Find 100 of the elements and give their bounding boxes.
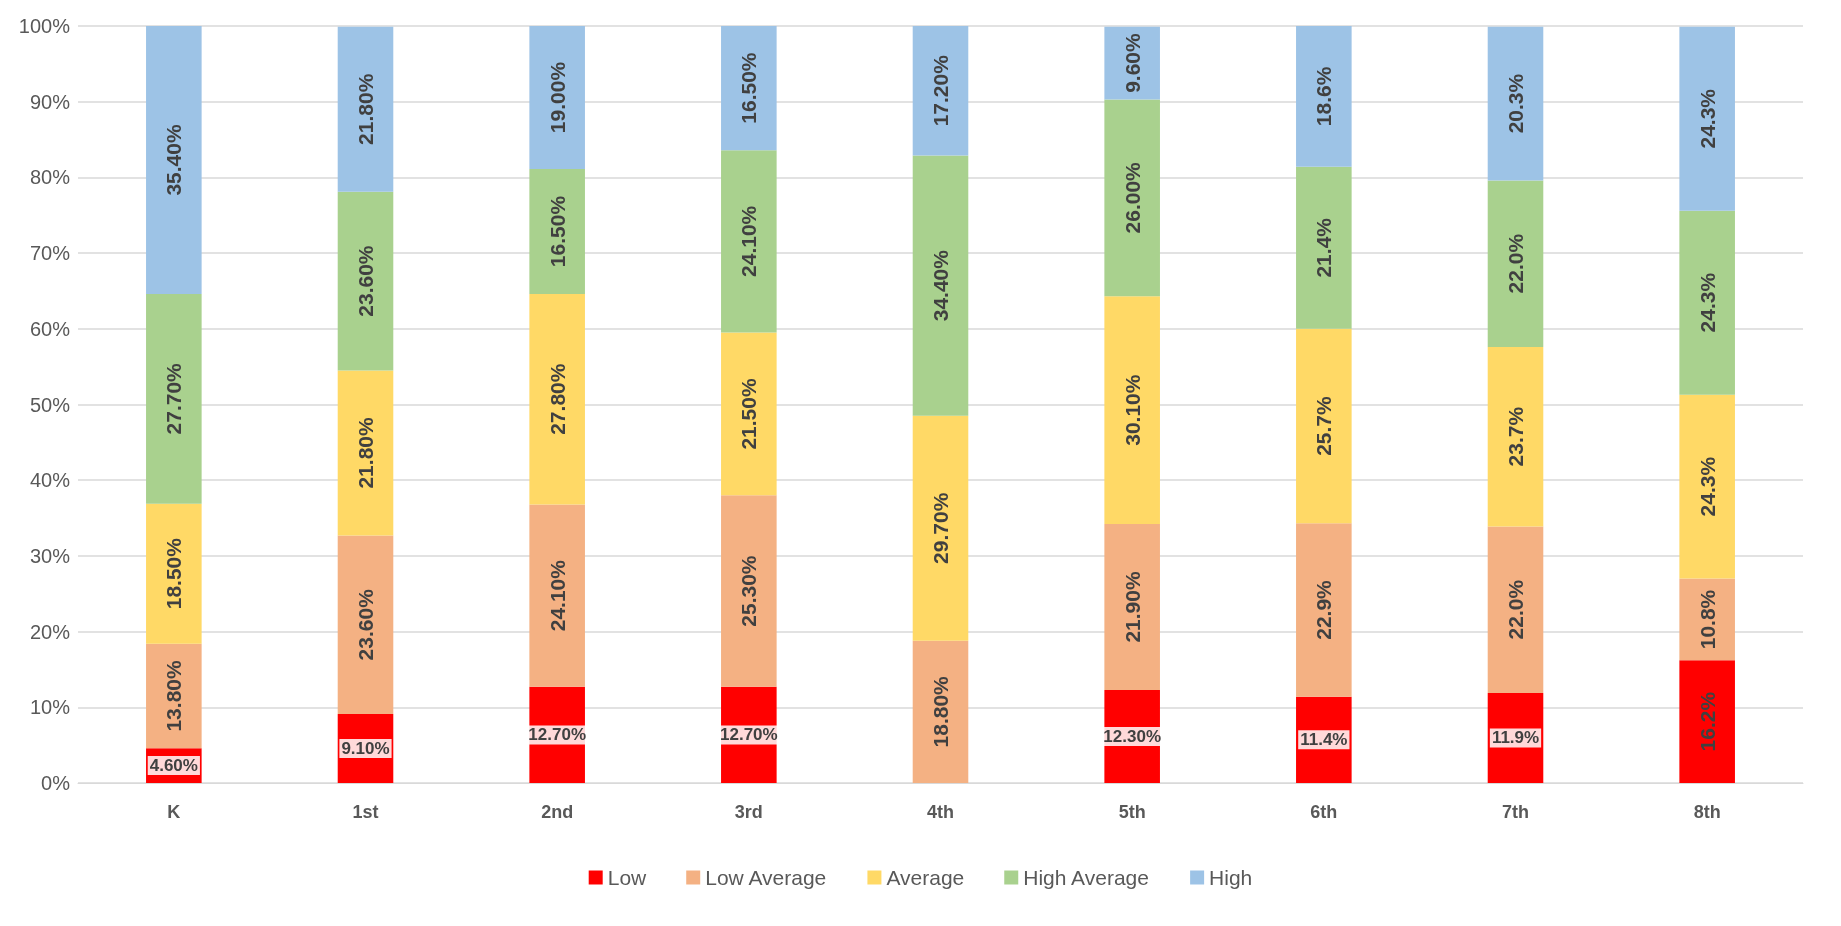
bar [529,26,585,170]
legend-label: Low [607,866,648,889]
bar [721,332,777,496]
data-label: 12.70% [720,725,778,745]
data-label: 16.50% [737,52,761,124]
data-label: 18.50% [162,537,186,610]
bar [337,191,394,371]
data-label: 27.80% [545,363,569,435]
x-tick-label: 7th [1502,802,1529,822]
data-label: 19.00% [545,61,569,134]
y-tick-label: 60% [29,317,71,340]
y-tick-label: 100% [18,15,71,37]
bar [1487,346,1544,527]
y-tick-label: 0% [41,772,71,794]
y-tick-label: 80% [29,166,71,189]
data-label: 10.8% [1695,589,1719,650]
data-label: 4.60% [149,756,198,776]
bar [529,169,585,294]
y-tick-label: 20% [29,620,71,643]
data-label: 9.10% [341,739,390,759]
data-label: 20.3% [1504,73,1527,134]
bar [146,643,202,749]
data-label: 9.60% [1120,32,1144,93]
y-tick-label: 40% [29,469,71,492]
x-tick-label: 4th [927,802,954,822]
data-label: 16.50% [545,195,569,268]
data-label: 21.4% [1312,217,1336,278]
legend-label: Average [886,866,965,889]
data-label: 24.3% [1695,272,1719,333]
data-label: 22.9% [1312,579,1336,640]
data-label: 12.30% [1103,726,1161,746]
bar [146,503,202,644]
bar [1679,210,1735,395]
data-label: 23.60% [354,245,377,317]
bar [146,26,202,294]
data-label: 23.7% [1504,406,1527,467]
bar [1679,26,1735,211]
data-label: 21.90% [1120,571,1144,643]
data-label: 11.4% [1300,730,1348,750]
bar [721,26,777,151]
bar [1104,99,1160,297]
data-label: 18.80% [929,675,952,748]
data-label: 21.80% [354,417,377,489]
bar [721,150,777,333]
bar [1296,166,1352,329]
bar [1104,524,1160,690]
data-label: 24.10% [545,559,569,632]
data-label: 21.80% [354,73,377,145]
bar [146,293,202,504]
data-label: 12.70% [528,725,586,745]
data-label: 26.00% [1120,161,1144,234]
bar [337,370,394,536]
bar [1679,394,1735,579]
bar [912,415,969,641]
data-label: 22.0% [1504,579,1527,640]
data-label: 22.0% [1504,233,1527,294]
bar [529,293,585,505]
bar [1679,660,1735,783]
data-label: 30.10% [1120,374,1144,446]
y-tick-label: 30% [29,544,71,567]
y-tick-label: 50% [29,393,71,416]
bar [1487,526,1544,693]
data-label: 35.40% [162,124,186,196]
data-label: 24.3% [1695,456,1719,517]
data-label: 24.3% [1695,88,1719,149]
y-tick-label: 90% [29,90,71,113]
x-tick-label: 8th [1693,802,1721,822]
legend-label: High Average [1023,866,1149,889]
bar [912,26,969,156]
bar [1487,180,1544,347]
x-tick-label: K [167,802,181,822]
x-tick-label: 2nd [541,802,574,822]
bar [529,504,585,687]
bar [1296,523,1352,697]
data-label: 13.80% [162,660,186,732]
data-label: 27.70% [162,362,186,435]
bar [912,640,969,783]
data-label: 16.2% [1695,691,1719,752]
bar [337,26,394,192]
legend-label: Low Average [705,866,827,889]
data-label: 21.50% [737,378,761,450]
data-label: 11.9% [1491,728,1540,748]
y-tick-label: 70% [29,242,71,265]
data-label: 25.7% [1312,395,1336,456]
y-tick-label: 10% [29,696,71,719]
x-tick-label: 6th [1310,802,1338,822]
data-label: 18.6% [1312,66,1336,127]
data-label: 29.70% [929,492,952,564]
x-tick-label: 1st [352,802,379,822]
bar [1104,296,1160,525]
bar [1487,26,1544,181]
legend-label: High [1209,866,1253,889]
bar [912,155,969,416]
data-label: 17.20% [929,54,952,127]
x-tick-label: 3rd [734,802,763,822]
data-label: 25.30% [737,555,761,627]
bar [721,495,777,687]
data-label: 23.60% [354,588,377,661]
bar [1296,328,1352,524]
x-tick-label: 5th [1118,802,1146,822]
